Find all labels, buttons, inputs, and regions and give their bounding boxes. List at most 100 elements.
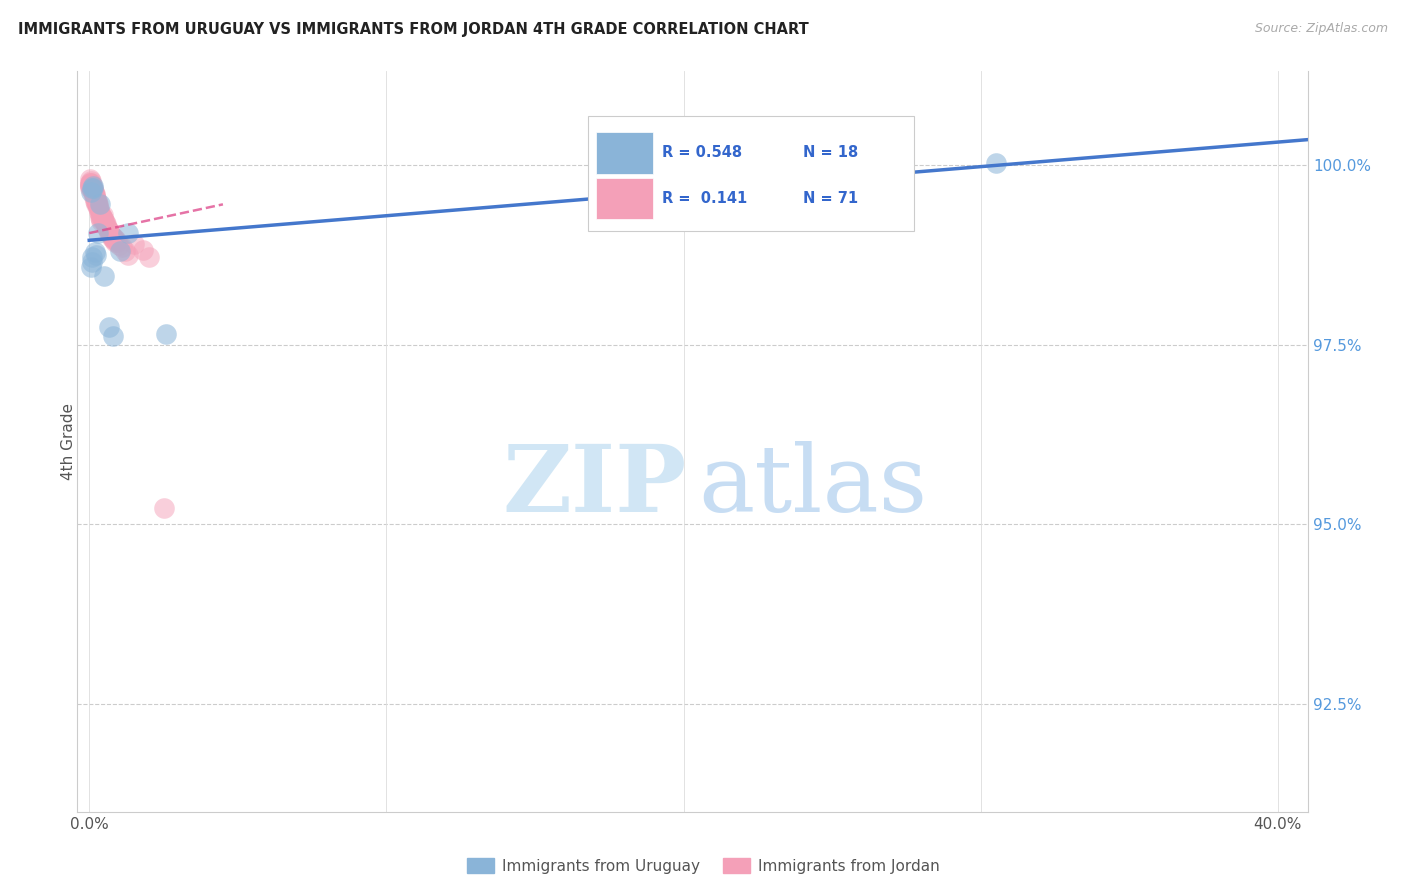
Text: IMMIGRANTS FROM URUGUAY VS IMMIGRANTS FROM JORDAN 4TH GRADE CORRELATION CHART: IMMIGRANTS FROM URUGUAY VS IMMIGRANTS FR… <box>18 22 808 37</box>
Point <box>82 179 104 194</box>
Point <box>82 182 104 196</box>
FancyBboxPatch shape <box>596 132 654 174</box>
Point <box>82 185 104 199</box>
Point <box>131 243 153 257</box>
Text: R =  0.141: R = 0.141 <box>662 191 747 206</box>
Point <box>96 221 118 235</box>
Point <box>89 207 111 221</box>
Point <box>97 224 120 238</box>
Point <box>91 208 114 222</box>
Point <box>107 235 129 250</box>
Point <box>79 176 101 190</box>
Point <box>86 195 108 210</box>
Point <box>89 210 111 224</box>
Point <box>110 244 132 258</box>
Point <box>98 226 121 240</box>
Point <box>93 211 115 226</box>
Point <box>82 181 104 195</box>
Point <box>98 226 121 240</box>
Point <box>155 326 177 341</box>
Point <box>82 178 104 192</box>
Point <box>80 178 103 192</box>
Text: ZIP: ZIP <box>502 441 686 531</box>
Point <box>84 195 107 210</box>
Point <box>100 229 122 244</box>
Point <box>80 260 103 274</box>
Point <box>80 185 103 199</box>
Point <box>82 181 104 195</box>
Point <box>84 247 107 261</box>
Point <box>79 172 101 186</box>
Point <box>80 173 103 187</box>
Y-axis label: 4th Grade: 4th Grade <box>62 403 76 480</box>
Point <box>83 185 105 199</box>
Text: N = 71: N = 71 <box>803 191 858 206</box>
Point <box>93 215 115 229</box>
Point <box>87 201 110 215</box>
Point <box>101 229 124 244</box>
Point <box>83 245 105 260</box>
Text: Source: ZipAtlas.com: Source: ZipAtlas.com <box>1254 22 1388 36</box>
Point <box>79 178 101 192</box>
Point <box>104 235 127 250</box>
Point <box>122 236 145 251</box>
Point <box>87 202 110 217</box>
Point <box>104 233 127 247</box>
Point <box>80 181 103 195</box>
Point <box>83 188 105 202</box>
Point <box>84 194 107 208</box>
Text: atlas: atlas <box>699 441 928 531</box>
Point <box>117 247 139 261</box>
Point <box>103 233 125 247</box>
Point <box>91 210 114 224</box>
Point <box>82 183 104 197</box>
Point <box>79 179 101 194</box>
Point <box>86 197 108 211</box>
Point <box>96 219 118 233</box>
Point <box>114 244 136 258</box>
Point <box>83 190 105 204</box>
Point <box>86 199 108 213</box>
Point <box>86 196 108 211</box>
Point <box>80 255 103 269</box>
Point <box>984 156 1007 170</box>
Point <box>152 501 174 516</box>
Point <box>117 226 139 240</box>
Point <box>90 208 112 222</box>
Point <box>80 176 103 190</box>
Point <box>93 214 115 228</box>
Point <box>101 329 124 343</box>
Point <box>86 194 108 208</box>
Point <box>86 226 108 240</box>
Point <box>138 250 160 264</box>
Point <box>84 192 107 206</box>
Point <box>103 231 125 245</box>
Point <box>100 228 122 243</box>
Point <box>97 319 120 334</box>
FancyBboxPatch shape <box>596 178 654 219</box>
Point <box>83 186 105 201</box>
Point <box>82 181 104 195</box>
Point <box>89 214 111 228</box>
Point <box>90 210 112 224</box>
Point <box>79 176 101 190</box>
Point <box>87 197 110 211</box>
Text: R = 0.548: R = 0.548 <box>662 145 742 161</box>
Point <box>83 186 105 201</box>
Point <box>101 231 124 245</box>
Point <box>94 217 117 231</box>
Point <box>79 181 101 195</box>
Point <box>79 178 101 192</box>
Point <box>90 211 112 226</box>
Point <box>80 250 103 264</box>
Point <box>111 240 134 254</box>
Point <box>87 204 110 219</box>
FancyBboxPatch shape <box>588 116 914 230</box>
Point <box>108 238 131 252</box>
Point <box>84 190 107 204</box>
Point <box>91 211 114 226</box>
Text: N = 18: N = 18 <box>803 145 859 161</box>
Point <box>80 183 103 197</box>
Point <box>89 197 111 211</box>
Point <box>97 222 120 236</box>
